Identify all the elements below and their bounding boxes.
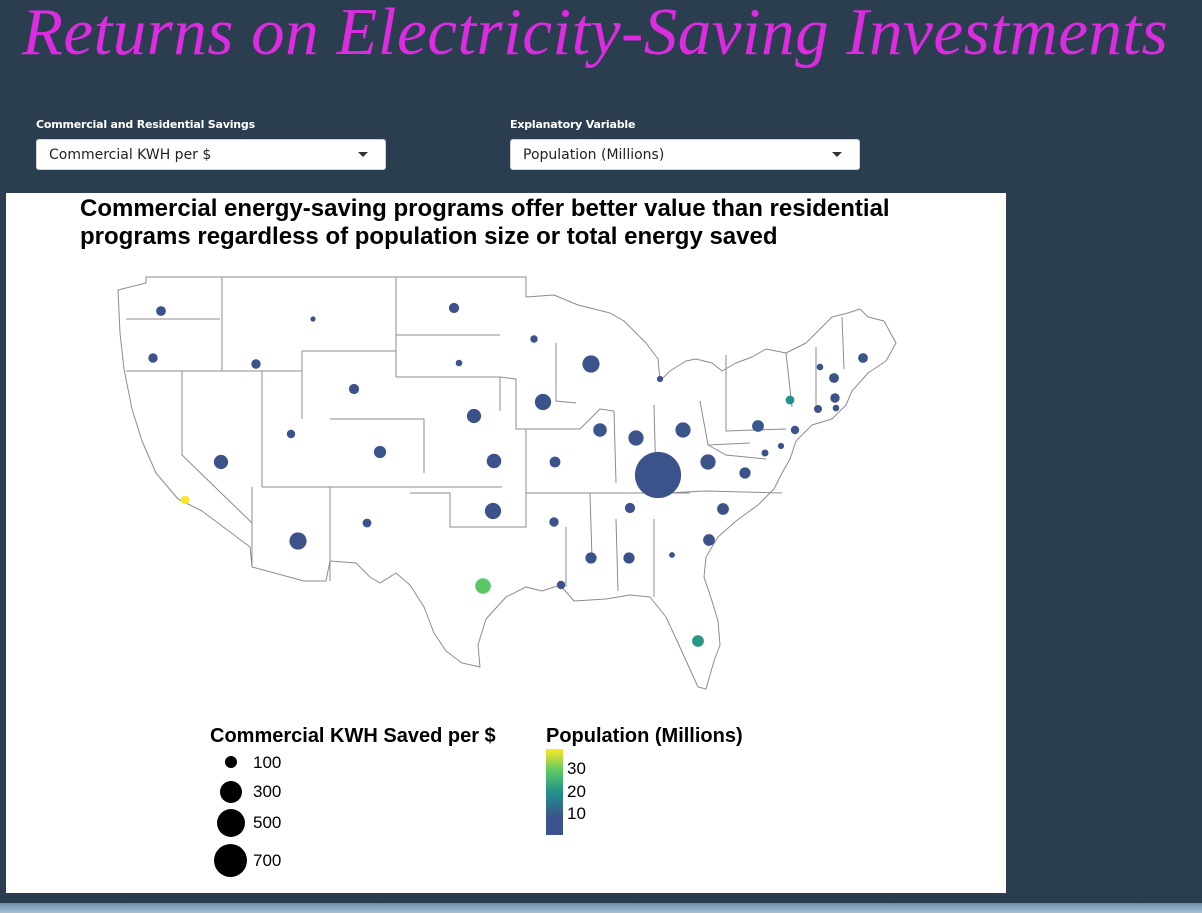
bubble-ri — [832, 404, 840, 412]
bubble-id — [251, 359, 261, 369]
bubble-md — [761, 449, 769, 457]
bottom-strip — [0, 903, 1202, 913]
bubble-nh — [829, 373, 839, 383]
plot-title: Commercial energy-saving programs offer … — [80, 195, 890, 250]
size-legend-dot-300 — [220, 781, 242, 803]
bubble-al — [623, 552, 635, 564]
bubble-nc — [717, 503, 729, 515]
bubble-ia — [534, 393, 552, 411]
bubble-wi — [582, 355, 600, 373]
bubble-vt — [816, 363, 824, 371]
caret-down-icon — [832, 152, 842, 157]
bubble-wv — [700, 454, 716, 470]
us-map — [117, 276, 897, 690]
size-legend-label-300: 300 — [253, 782, 282, 801]
color-legend-label-20: 20 — [567, 782, 586, 801]
bubble-sc — [703, 534, 715, 546]
bubble-in — [628, 430, 644, 446]
savings-control: Commercial and Residential Savings Comme… — [36, 118, 386, 170]
us-outline-shape — [117, 276, 897, 690]
bubble-ny — [785, 395, 795, 405]
bubble-tx — [475, 578, 491, 594]
bubble-wa — [156, 306, 166, 316]
size-legend-label-500: 500 — [253, 813, 282, 832]
size-legend-label-100: 100 — [253, 753, 282, 772]
bubble-ga — [669, 552, 675, 558]
bubble-oh — [675, 422, 691, 438]
bubble-me — [858, 353, 868, 363]
bubble-ks — [486, 453, 502, 469]
bubble-ms — [585, 552, 597, 564]
bubble-fl — [692, 635, 704, 647]
bubble-de — [777, 442, 785, 450]
bubble-pa — [752, 420, 764, 432]
bubble-la — [556, 580, 566, 590]
savings-select[interactable]: Commercial KWH per $ — [36, 139, 386, 170]
bubble-ar — [549, 517, 559, 527]
bubble-ct — [814, 405, 822, 413]
color-legend-bar — [546, 749, 563, 835]
color-legend-label-30: 30 — [567, 759, 586, 778]
size-legend-dot-500 — [217, 809, 245, 837]
bubble-va — [739, 467, 751, 479]
bubble-ut — [286, 429, 296, 439]
plot-panel: Commercial energy-saving programs offer … — [6, 193, 1006, 893]
explanatory-select[interactable]: Population (Millions) — [510, 139, 860, 170]
explanatory-label: Explanatory Variable — [510, 118, 636, 131]
app-title: Returns on Electricity-Saving Investment… — [22, 0, 1169, 69]
bubble-mo — [549, 456, 561, 468]
caret-down-icon — [358, 152, 368, 157]
bubble-mt — [310, 316, 316, 322]
bubble-or — [148, 353, 158, 363]
bubble-nd — [448, 302, 460, 314]
explanatory-select-value: Population (Millions) — [523, 147, 665, 163]
bubble-tn — [624, 502, 636, 514]
bubble-wy — [348, 383, 360, 395]
bubble-nv — [213, 454, 229, 470]
size-legend-label-700: 700 — [253, 851, 282, 870]
savings-select-value: Commercial KWH per $ — [49, 147, 212, 163]
bubble-nj — [790, 425, 800, 435]
bubble-nm — [362, 518, 372, 528]
bubble-ca — [180, 495, 190, 505]
bubble-co — [373, 445, 387, 459]
explanatory-control: Explanatory Variable Population (Million… — [510, 118, 860, 170]
state-border-lines — [126, 277, 845, 597]
size-legend-dot-700 — [214, 844, 247, 877]
bubble-ok — [484, 502, 502, 520]
bubble-sd — [455, 359, 463, 367]
bubble-az — [289, 532, 307, 550]
size-legend-title: Commercial KWH Saved per $ — [210, 725, 496, 747]
bubble-ma — [830, 393, 840, 403]
bubble-mn — [530, 335, 538, 343]
color-legend-label-10: 10 — [567, 804, 586, 823]
color-legend-title: Population (Millions) — [546, 725, 743, 747]
bubble-ky — [634, 451, 682, 499]
savings-label: Commercial and Residential Savings — [36, 118, 255, 131]
bubble-mi — [656, 375, 664, 383]
bubble-ne — [466, 408, 482, 424]
size-legend-dot-100 — [225, 756, 237, 768]
bubble-il — [593, 423, 607, 437]
